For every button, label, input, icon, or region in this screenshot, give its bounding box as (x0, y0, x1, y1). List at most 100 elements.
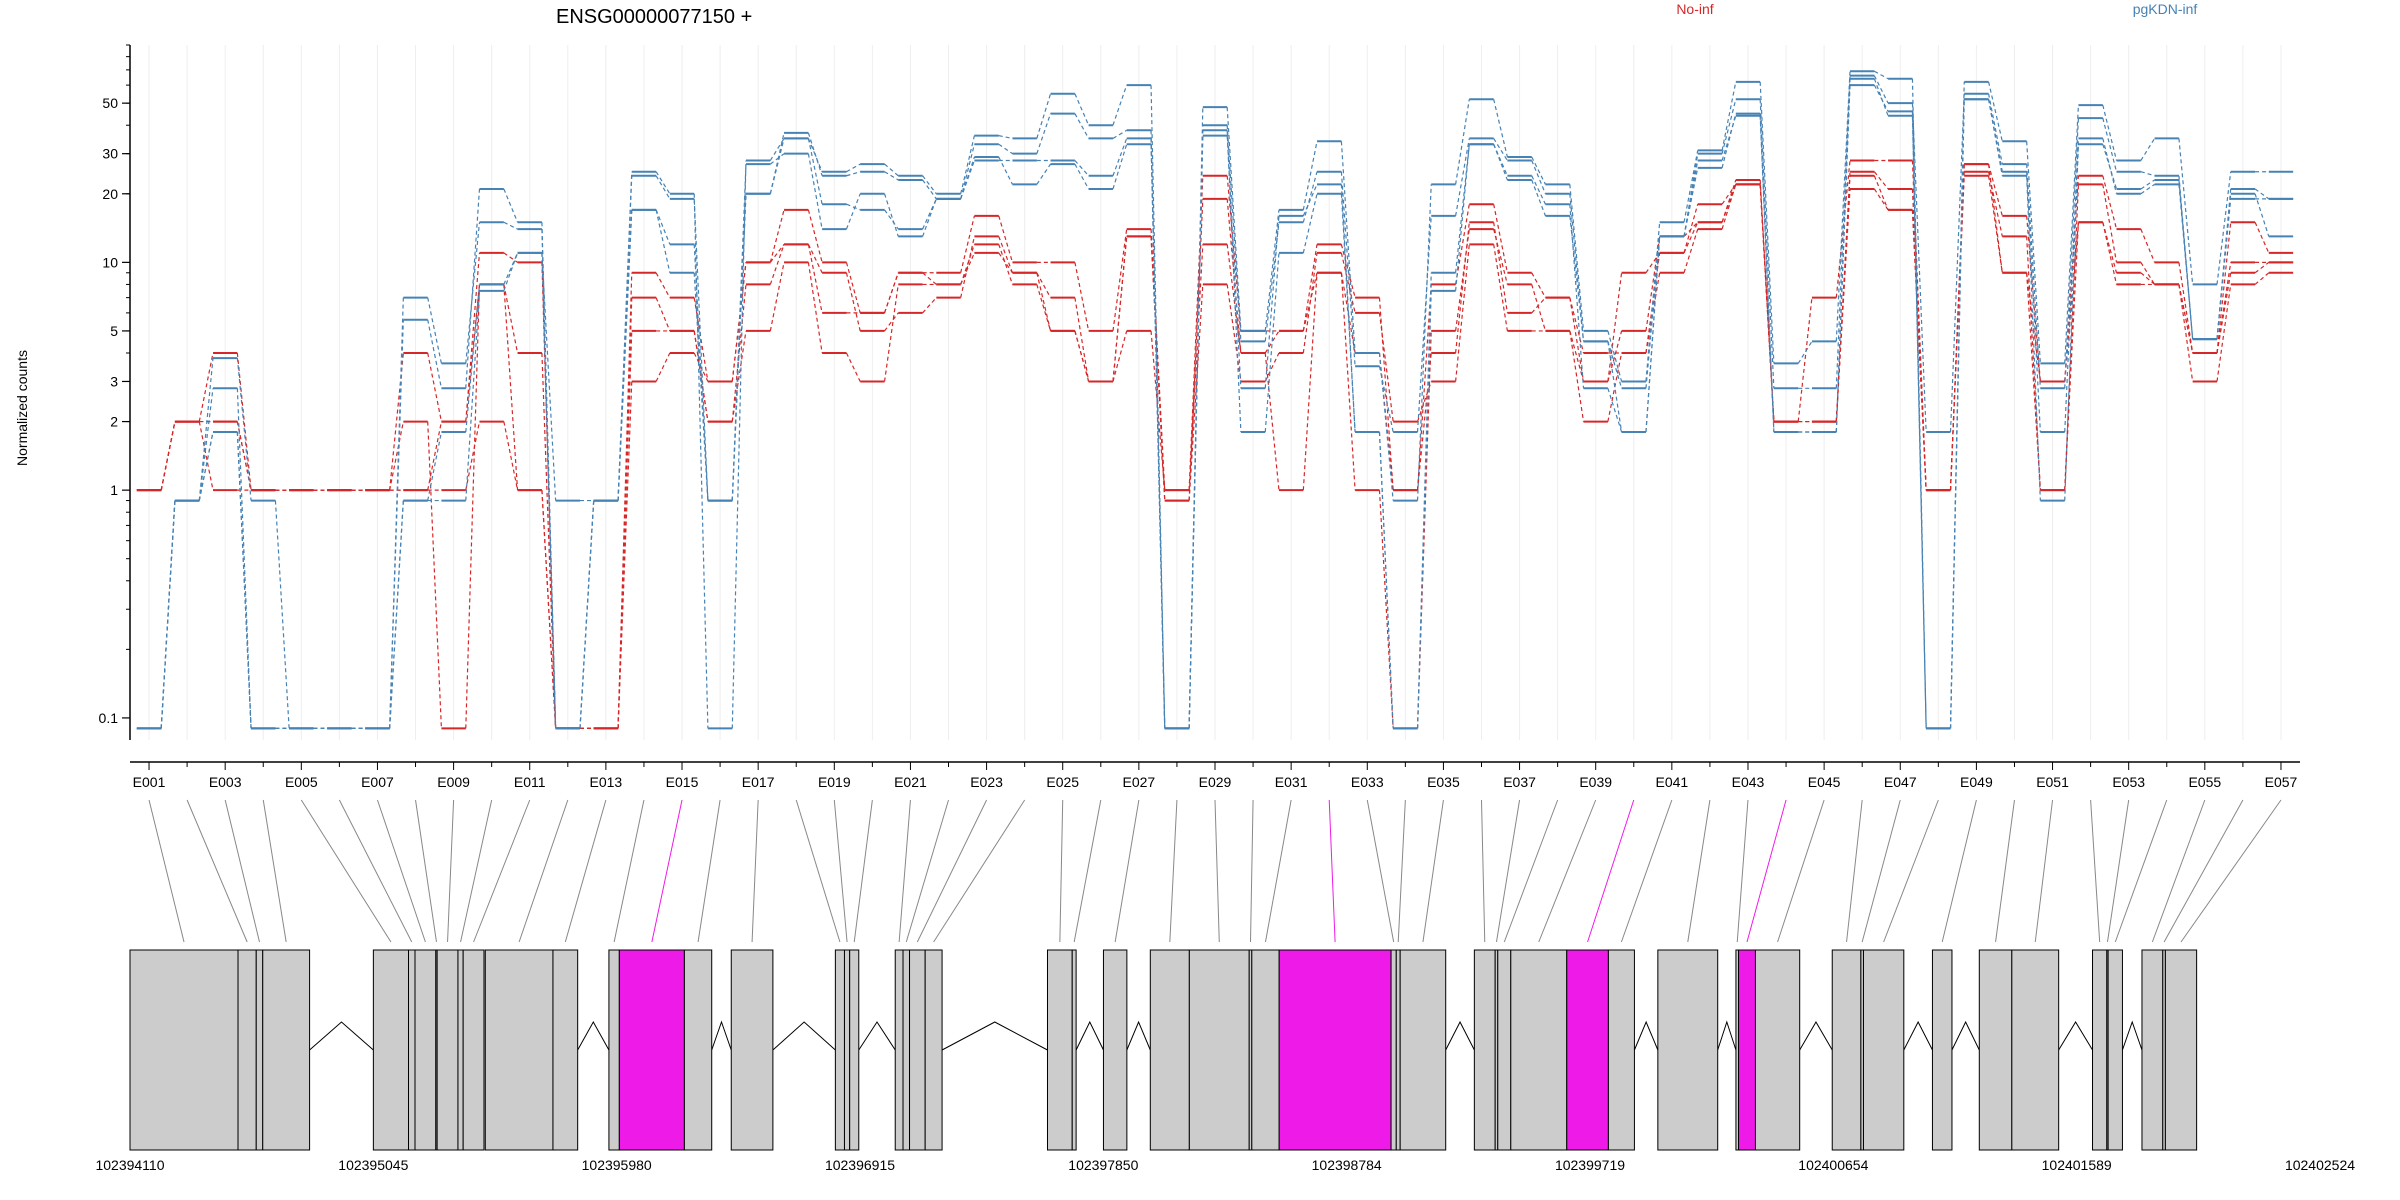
exon-bin-e034 (1395, 949, 1401, 1151)
y-tick-label: 10 (102, 254, 118, 270)
exon-bin-e028 (1149, 949, 1190, 1151)
exon-bin-e041 (1607, 949, 1635, 1151)
exon-bin-e005 (372, 949, 410, 1151)
x-tick-label: E055 (2188, 774, 2221, 790)
genome-tick-label: 102395980 (582, 1157, 652, 1173)
connector-line (2090, 799, 2101, 943)
x-tick-label: E013 (590, 774, 623, 790)
y-tick-label: 30 (102, 146, 118, 162)
exon-bin-e029 (1188, 949, 1250, 1151)
connector-line (2114, 799, 2168, 943)
x-tick-label: E047 (1884, 774, 1917, 790)
y-tick-label: 20 (102, 186, 118, 202)
connector-line (933, 799, 1026, 943)
connector-line (1941, 799, 1977, 943)
genome-tick-label: 102396915 (825, 1157, 895, 1173)
exon-bin-e051 (2011, 949, 2060, 1151)
genome-tick-label: 102399719 (1555, 1157, 1625, 1173)
exon-bin-e025 (1046, 949, 1073, 1151)
connector-line (1883, 799, 1939, 943)
exon-bin-e024 (924, 949, 943, 1151)
genome-tick-label: 102400654 (1798, 1157, 1868, 1173)
exon-bin-e003 (255, 949, 264, 1151)
connector-line (2034, 799, 2054, 943)
genome-tick-label: 102401589 (2042, 1157, 2112, 1173)
connector-line (1587, 799, 1635, 943)
exon-bin-e009 (436, 949, 459, 1151)
genome-tick-label: 102397850 (1068, 1157, 1138, 1173)
connector-line (376, 799, 426, 943)
intron-line (858, 1021, 896, 1051)
series-pgkdn-inf-7 (136, 77, 2294, 730)
exon-bin-e045 (1754, 949, 1801, 1151)
exon-bin-e049 (1931, 949, 1953, 1151)
exon-bin-e001 (129, 949, 239, 1151)
x-tick-label: E017 (742, 774, 775, 790)
exon-bin-e026 (1071, 949, 1077, 1151)
vertical-gridlines (148, 45, 2282, 740)
intron-line (1951, 1020, 1980, 1051)
exon-bin-e044 (1738, 949, 1756, 1151)
series-line (160, 78, 2270, 729)
connector-line (1169, 799, 1178, 943)
exon-bin-e021 (894, 949, 904, 1151)
connector-line (186, 799, 248, 943)
connector-line (2180, 799, 2282, 943)
x-tick-label: E057 (2265, 774, 2298, 790)
exon-bin-e018 (834, 949, 845, 1151)
intron-line (1903, 1020, 1933, 1051)
exon-bin-e022 (902, 949, 911, 1151)
y-axis-label: Normalized counts (14, 350, 30, 466)
connector-line (751, 799, 759, 943)
connector-line (613, 799, 645, 943)
connector-line (853, 799, 873, 943)
intron-line (2121, 1020, 2143, 1051)
x-tick-label: E001 (133, 774, 166, 790)
intron-line (941, 1021, 1048, 1051)
exon-bin-e054 (2107, 949, 2123, 1151)
x-tick-label: E043 (1732, 774, 1765, 790)
connector-line (1059, 799, 1064, 943)
y-tick-label: 1 (110, 482, 118, 498)
exon-bin-e040 (1566, 949, 1609, 1151)
intron-line (1126, 1020, 1151, 1051)
x-tick-label: E037 (1503, 774, 1536, 790)
exon-bin-e011 (462, 949, 485, 1151)
genome-tick-label: 102398784 (1312, 1157, 1382, 1173)
series-lines (136, 70, 2294, 730)
genome-tick-label: 102402524 (2285, 1157, 2355, 1173)
exon-bin-e017 (730, 949, 774, 1151)
connector-line (1746, 799, 1787, 943)
exon-bin-e036 (1473, 949, 1496, 1151)
x-tick-label: E049 (1960, 774, 1993, 790)
connector-line (1538, 799, 1597, 943)
x-tick-label: E029 (1199, 774, 1232, 790)
connector-line (1736, 799, 1749, 943)
x-tick-label: E009 (437, 774, 470, 790)
exon-bin-e038 (1497, 949, 1512, 1151)
genome-tick-label: 102395045 (338, 1157, 408, 1173)
connector-line (905, 799, 949, 943)
connector-line (833, 799, 848, 943)
series-line (160, 171, 2269, 729)
x-tick-label: E041 (1655, 774, 1688, 790)
intron-line (1717, 1020, 1737, 1051)
series-line (160, 175, 2270, 729)
series-no-inf-3 (136, 163, 2294, 730)
exon-bin-e015 (618, 949, 685, 1151)
exon-bin-e002 (237, 949, 257, 1151)
connector-line (224, 799, 260, 943)
connector-line (651, 799, 683, 943)
exon-bin-e012 (484, 949, 554, 1151)
exon-bin-e023 (909, 949, 926, 1151)
connector-line (1495, 799, 1521, 943)
connector-line (518, 799, 569, 943)
exon-bin-e057 (2164, 949, 2198, 1151)
x-tick-label: E053 (2112, 774, 2145, 790)
x-tick-label: E023 (970, 774, 1003, 790)
intron-line (711, 1020, 732, 1051)
x-tick-label: E005 (285, 774, 318, 790)
chart-title: ENSG00000077150 + (556, 6, 752, 28)
connector-line (338, 799, 413, 943)
